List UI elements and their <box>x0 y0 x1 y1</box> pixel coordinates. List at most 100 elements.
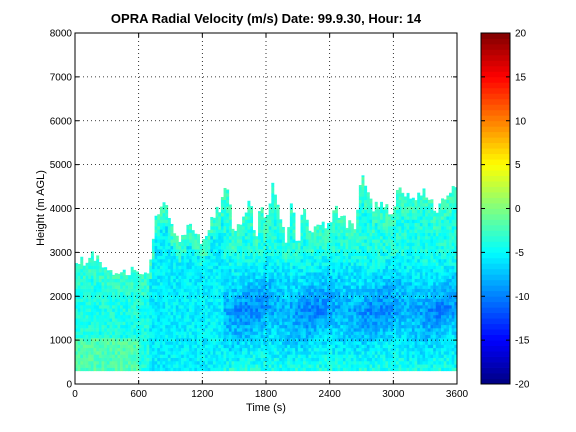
velocity-cell <box>125 288 129 293</box>
velocity-cell <box>263 308 267 312</box>
velocity-cell <box>263 249 267 253</box>
velocity-cell <box>202 242 206 247</box>
velocity-cell <box>292 331 296 335</box>
velocity-cell <box>114 337 118 342</box>
velocity-cell <box>117 344 121 349</box>
velocity-cell <box>149 347 153 352</box>
velocity-cell <box>82 360 86 365</box>
velocity-cell <box>247 367 251 372</box>
velocity-cell <box>276 314 280 319</box>
velocity-cell <box>90 285 94 289</box>
velocity-cell <box>149 259 153 263</box>
velocity-cell <box>239 245 243 250</box>
velocity-cell <box>319 291 323 296</box>
velocity-cell <box>242 308 246 312</box>
velocity-cell <box>252 344 256 349</box>
velocity-cell <box>334 328 338 332</box>
velocity-cell <box>316 229 320 233</box>
velocity-cell <box>167 364 171 368</box>
velocity-cell <box>287 324 291 329</box>
velocity-cell <box>231 281 235 286</box>
velocity-cell <box>130 364 134 368</box>
velocity-cell <box>342 314 346 319</box>
velocity-cell <box>369 288 373 293</box>
velocity-cell <box>258 314 261 319</box>
velocity-cell <box>93 347 97 352</box>
velocity-cell <box>297 291 301 296</box>
velocity-cell <box>133 278 137 283</box>
velocity-cell <box>75 311 78 316</box>
velocity-cell <box>236 318 240 322</box>
velocity-cell <box>75 364 78 368</box>
velocity-cell <box>210 301 214 306</box>
velocity-cell <box>143 334 147 339</box>
velocity-cell <box>228 258 232 263</box>
velocity-cell <box>226 341 230 345</box>
velocity-cell <box>90 334 94 339</box>
velocity-cell <box>215 239 219 243</box>
velocity-cell <box>194 351 198 355</box>
velocity-cell <box>167 347 171 352</box>
velocity-cell <box>321 262 325 266</box>
velocity-cell <box>297 268 301 273</box>
velocity-cell <box>75 305 78 309</box>
velocity-cell <box>276 341 280 345</box>
velocity-cell <box>311 291 315 296</box>
velocity-cell <box>231 298 235 303</box>
velocity-cell <box>215 278 219 283</box>
velocity-cell <box>348 314 352 319</box>
velocity-cell <box>356 216 360 220</box>
velocity-cell <box>287 298 291 303</box>
velocity-cell <box>374 305 378 309</box>
velocity-cell <box>109 334 113 339</box>
velocity-cell <box>239 324 243 329</box>
velocity-cell <box>292 242 296 247</box>
velocity-cell <box>303 360 307 365</box>
velocity-cell <box>266 265 269 270</box>
velocity-cell <box>358 288 362 293</box>
velocity-cell <box>255 239 259 243</box>
velocity-cell <box>122 367 126 372</box>
velocity-cell <box>281 275 285 279</box>
velocity-cell <box>207 331 211 335</box>
velocity-cell <box>210 255 214 260</box>
velocity-cell <box>313 291 317 296</box>
velocity-cell <box>327 268 330 273</box>
velocity-cell <box>104 341 108 345</box>
velocity-cell <box>311 252 315 256</box>
velocity-cell <box>247 357 251 362</box>
velocity-cell <box>220 197 224 201</box>
velocity-cell <box>239 232 243 237</box>
velocity-cell <box>348 288 352 293</box>
velocity-cell <box>204 235 208 240</box>
velocity-cell <box>228 285 232 289</box>
velocity-cell <box>170 268 174 273</box>
velocity-cell <box>342 252 346 256</box>
velocity-cell <box>90 281 94 286</box>
velocity-cell <box>80 341 84 345</box>
velocity-cell <box>263 357 267 362</box>
velocity-cell <box>297 324 301 329</box>
velocity-cell <box>146 275 150 279</box>
velocity-cell <box>207 230 211 233</box>
velocity-cell <box>234 291 238 296</box>
velocity-cell <box>263 334 267 339</box>
velocity-cell <box>242 357 246 362</box>
velocity-cell <box>342 337 346 342</box>
velocity-cell <box>220 232 224 237</box>
velocity-cell <box>181 314 185 319</box>
velocity-cell <box>218 242 222 247</box>
velocity-cell <box>281 239 285 243</box>
velocity-cell <box>204 262 208 266</box>
velocity-cell <box>247 337 251 342</box>
velocity-cell <box>218 285 222 289</box>
velocity-cell <box>234 354 238 358</box>
velocity-cell <box>173 258 177 263</box>
velocity-cell <box>321 357 325 362</box>
velocity-cell <box>366 226 370 230</box>
velocity-cell <box>372 252 376 256</box>
velocity-cell <box>311 321 315 326</box>
velocity-cell <box>276 367 280 372</box>
velocity-cell <box>133 334 137 339</box>
velocity-cell <box>287 314 291 319</box>
